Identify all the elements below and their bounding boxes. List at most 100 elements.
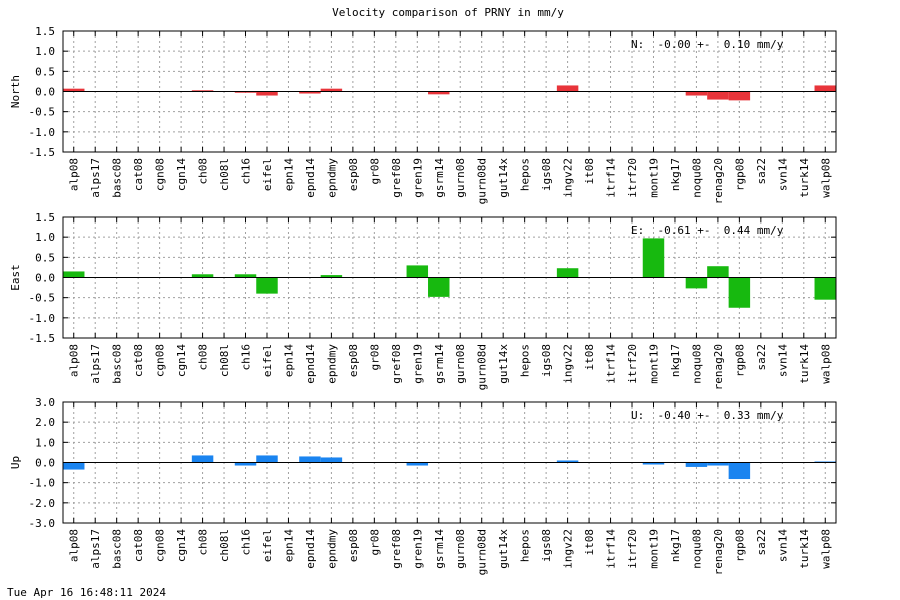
bar-mont19 — [642, 462, 665, 465]
x-tick-label: gref08 — [390, 529, 403, 569]
x-tick-label: gsrm14 — [433, 158, 446, 198]
x-tick-label: ch08l — [218, 344, 231, 377]
x-tick-label: nkg17 — [669, 344, 682, 377]
bar-ingv22 — [556, 85, 579, 92]
x-tick-label: igs08 — [540, 529, 553, 562]
bar-walp08 — [814, 461, 836, 463]
bar-ingv22 — [556, 460, 579, 463]
x-tick-label: esp08 — [347, 158, 360, 191]
x-tick-label: nkg17 — [669, 158, 682, 191]
x-tick-label: cat08 — [132, 529, 145, 562]
x-tick-label: alp08 — [68, 529, 81, 562]
x-tick-label: eifel — [261, 344, 274, 377]
x-tick-label: ingv22 — [562, 158, 575, 198]
y-axis-label: East — [9, 264, 22, 291]
x-tick-label: ch08 — [197, 344, 210, 371]
y-tick-label: -3.0 — [29, 517, 56, 530]
panel-east: -1.5 -1.0 -0.5 0.0 0.5 1.0 1.5 alp08 alps17 basc0… — [9, 211, 837, 390]
bar-rgp08 — [728, 462, 751, 480]
bar-walp08 — [814, 277, 836, 300]
y-tick-label: 1.0 — [35, 231, 55, 244]
x-tick-label: walp08 — [819, 158, 832, 198]
x-tick-label: itrf20 — [626, 529, 639, 569]
bar-gsrm14 — [428, 91, 450, 95]
x-tick-label: gr08 — [368, 158, 381, 185]
y-axis-label: Up — [9, 456, 22, 469]
x-tick-label: esp08 — [347, 529, 360, 562]
x-tick-label: epnd14 — [304, 529, 317, 569]
x-tick-label: rgp08 — [733, 158, 746, 191]
bar-ch16 — [234, 91, 257, 93]
bar-noqu08 — [685, 277, 708, 289]
x-tick-label: epn14 — [282, 344, 295, 377]
y-tick-label: 0.5 — [35, 251, 55, 264]
x-tick-label: gurn08 — [454, 529, 467, 569]
x-tick-label: noqu08 — [690, 344, 703, 384]
x-tick-label: mont19 — [647, 529, 660, 569]
x-tick-label: basc08 — [111, 529, 124, 569]
x-tick-label: renag20 — [712, 344, 725, 390]
x-tick-label: noqu08 — [690, 529, 703, 569]
bar-alp08 — [63, 88, 85, 92]
x-tick-label: ch08 — [197, 158, 210, 185]
x-tick-label: ch16 — [240, 158, 253, 185]
x-tick-label: nkg17 — [669, 529, 682, 562]
x-tick-label: gref08 — [390, 344, 403, 384]
x-tick-label: gurn08 — [454, 158, 467, 198]
x-tick-label: alps17 — [89, 158, 102, 198]
x-tick-label: cgn08 — [154, 158, 167, 191]
y-tick-label: 1.0 — [35, 45, 55, 58]
timestamp-footer: Tue Apr 16 16:48:11 2024 — [7, 586, 166, 599]
x-tick-label: it08 — [583, 344, 596, 371]
x-tick-label: gr08 — [368, 344, 381, 371]
y-tick-label: -1.5 — [29, 146, 56, 159]
y-tick-label: 0.0 — [35, 86, 55, 99]
x-tick-label: gsrm14 — [433, 529, 446, 569]
x-tick-label: ch08l — [218, 158, 231, 191]
x-tick-label: gurn08 — [454, 344, 467, 384]
x-tick-label: mont19 — [647, 344, 660, 384]
x-tick-label: ch16 — [240, 344, 253, 371]
stats-annotation: N: -0.00 +- 0.10 mm/y — [631, 38, 784, 51]
x-tick-label: gr08 — [368, 529, 381, 556]
x-tick-label: it08 — [583, 158, 596, 185]
y-tick-label: -1.0 — [29, 126, 56, 139]
x-tick-label: svn14 — [776, 344, 789, 377]
x-tick-label: svn14 — [776, 529, 789, 562]
x-tick-label: turk14 — [798, 529, 811, 569]
y-tick-label: -0.5 — [29, 106, 56, 119]
y-tick-label: 3.0 — [35, 396, 55, 409]
x-tick-label: rgp08 — [733, 529, 746, 562]
bar-gsrm14 — [428, 277, 450, 297]
x-tick-label: noqu08 — [690, 158, 703, 198]
x-tick-label: epn14 — [282, 529, 295, 562]
x-tick-label: renag20 — [712, 158, 725, 204]
x-tick-label: cat08 — [132, 344, 145, 377]
plot-frame — [62, 216, 837, 339]
x-tick-label: gref08 — [390, 158, 403, 198]
bar-rgp08 — [728, 277, 751, 308]
plot-frame — [62, 401, 837, 524]
bar-epndmy — [320, 457, 343, 463]
x-tick-label: gurn08d — [476, 529, 489, 575]
x-tick-label: epndmy — [325, 529, 338, 569]
stats-annotation: E: -0.61 +- 0.44 mm/y — [631, 224, 784, 237]
x-tick-label: walp08 — [819, 344, 832, 384]
x-tick-label: gut14x — [497, 344, 510, 384]
x-tick-label: gren19 — [411, 158, 424, 198]
x-tick-label: igs08 — [540, 158, 553, 191]
bar-ch08 — [191, 90, 214, 92]
x-tick-label: itrf20 — [626, 344, 639, 384]
bar-mont19 — [642, 238, 665, 278]
x-tick-label: rgp08 — [733, 344, 746, 377]
bar-ch08 — [191, 274, 214, 278]
y-tick-label: 1.5 — [35, 25, 55, 38]
x-tick-label: alp08 — [68, 158, 81, 191]
x-tick-label: igs08 — [540, 344, 553, 377]
x-tick-label: svn14 — [776, 158, 789, 191]
y-tick-label: 0.0 — [35, 457, 55, 470]
x-tick-label: turk14 — [798, 344, 811, 384]
x-tick-label: sa22 — [755, 344, 768, 371]
x-tick-label: epnd14 — [304, 158, 317, 198]
